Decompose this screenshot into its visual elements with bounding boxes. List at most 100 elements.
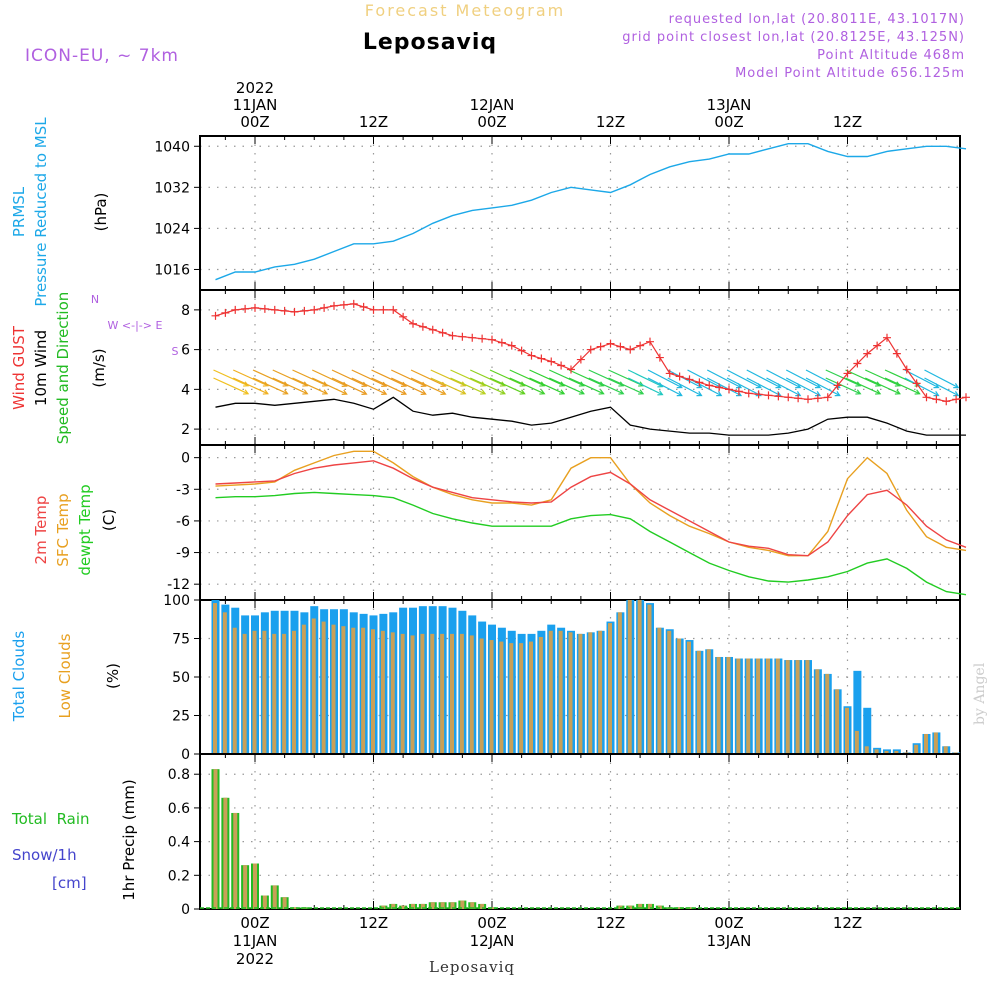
low-cloud-bar (894, 750, 899, 754)
wind-arrow (470, 377, 506, 395)
wind-arrow-head (519, 381, 526, 387)
wind-arrow-head (341, 389, 348, 395)
y-tick-label: -3 (176, 482, 190, 498)
gust-marker (754, 390, 763, 399)
gust-marker (685, 375, 694, 384)
low-cloud-bar (410, 635, 415, 754)
product-title: Forecast Meteogram (365, 1, 565, 20)
low-cloud-bar (548, 630, 553, 754)
footer-location: Leposaviq (429, 958, 515, 976)
low-cloud-bar (845, 707, 849, 754)
wind-arrow-head (598, 381, 605, 387)
gust-marker (458, 332, 467, 341)
time-label-bottom: 12Z (596, 914, 625, 932)
gust-marker (567, 365, 575, 374)
gust-marker (823, 393, 832, 402)
y-tick-label: 1024 (154, 221, 190, 237)
gust-marker (290, 307, 299, 316)
low-cloud-bar (252, 630, 257, 754)
low-cloud-bar (785, 660, 790, 754)
low-cloud-bar (499, 641, 504, 754)
wind-arrow-head (598, 389, 605, 395)
gust-marker (646, 337, 654, 346)
low-cloud-bar (450, 633, 454, 754)
gust-marker (211, 311, 220, 320)
low-cloud-bar (282, 633, 287, 754)
precip-label-rain: Total Rain (11, 810, 90, 828)
wind-arrow (588, 377, 624, 395)
time-label-bottom: 12Z (833, 914, 862, 932)
total-cloud-bar (863, 707, 872, 754)
wind-arrow (924, 377, 959, 397)
low-cloud-bar (914, 744, 919, 754)
compass-we: W <-|-> E (108, 319, 163, 332)
low-cloud-bar (558, 630, 563, 754)
low-cloud-bar (627, 600, 632, 754)
gust-marker (883, 333, 891, 342)
snow-bar (391, 903, 396, 909)
wind-arrow-head (381, 389, 388, 395)
time-label-top: 12JAN (470, 96, 515, 114)
time-label-top: 12Z (359, 113, 388, 131)
snow-bar (470, 902, 475, 909)
low-cloud-bar (519, 643, 524, 754)
gust-marker (626, 345, 635, 354)
wind-arrow-head (440, 389, 447, 395)
wind-arrow (213, 377, 249, 395)
gust-marker (892, 349, 901, 358)
snow-bar (440, 902, 445, 909)
low-cloud-bar (667, 630, 672, 754)
wind-arrow (430, 377, 466, 395)
wind-arrow-head (361, 389, 368, 395)
wind-arrow-head (638, 389, 645, 395)
model-altitude: Model Point Altitude 656.125m (735, 66, 965, 81)
wind-arrow-head (519, 389, 526, 395)
wind-arrow (292, 369, 328, 387)
total-cloud-bar (853, 670, 862, 754)
wind-arrow (766, 377, 801, 397)
low-cloud-bar (736, 658, 741, 754)
gust-marker (320, 303, 329, 312)
wind-arrow (351, 369, 387, 387)
wind-arrow (667, 369, 702, 389)
wind-arrow (529, 369, 565, 387)
watermark: by Angel (972, 662, 988, 725)
wind-arrow (568, 369, 604, 387)
gust-marker (734, 387, 743, 396)
y-tick-label: 2 (181, 422, 190, 438)
low-cloud-bar (311, 618, 316, 754)
gust-marker (725, 385, 733, 394)
wind-arrow (746, 377, 781, 397)
panel-temp: -12 -9 -6 -3 0 (167, 444, 967, 601)
requested-coords: requested lon,lat (20.8011E, 43.1017N) (669, 12, 965, 27)
low-cloud-bar (242, 633, 247, 754)
time-label-top: 00Z (240, 113, 269, 131)
wind-arrow-head (814, 391, 822, 397)
gust-marker (428, 325, 437, 334)
gust-marker (636, 341, 645, 350)
y-tick-label: 100 (163, 593, 190, 609)
time-label-top: 00Z (477, 113, 506, 131)
low-cloud-bar (756, 658, 761, 754)
gust-marker (833, 381, 842, 390)
low-cloud-bar (637, 600, 642, 754)
y-tick-label: 0 (181, 451, 190, 467)
time-label-top: 11JAN (233, 96, 278, 114)
gust-marker (784, 393, 793, 402)
gust-marker (497, 338, 506, 347)
time-label-bottom: 12Z (359, 914, 388, 932)
low-cloud-bar (943, 746, 948, 754)
gust-marker (843, 369, 852, 378)
low-cloud-bar (361, 627, 366, 754)
wind-arrow-head (420, 389, 427, 395)
low-cloud-bar (795, 660, 800, 754)
pressure-label-msl: Pressure Reduced to MSL (32, 117, 50, 307)
gust-marker (418, 322, 427, 331)
wind-arrow-head (875, 381, 882, 387)
gust-marker (705, 381, 714, 390)
gust-marker (616, 342, 625, 351)
low-cloud-bar (706, 649, 711, 754)
point-altitude: Point Altitude 468m (817, 48, 965, 63)
low-cloud-bar (371, 629, 375, 754)
wind-arrow (845, 377, 881, 395)
